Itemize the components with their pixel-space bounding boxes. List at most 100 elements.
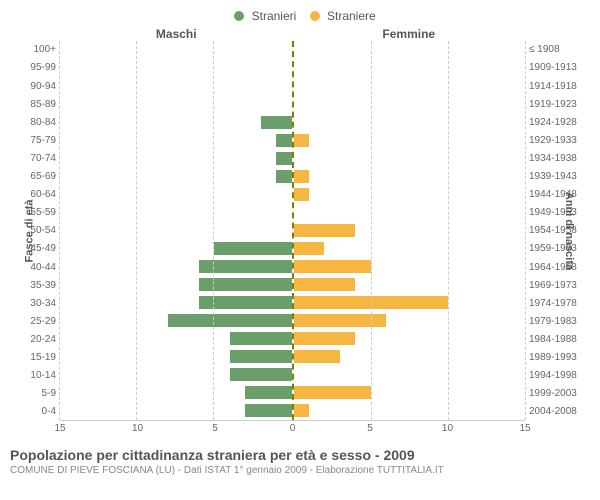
year-label: 1909-1913: [529, 59, 590, 77]
male-bar: [276, 170, 291, 183]
bar-row: [294, 384, 526, 402]
bar-row: [294, 293, 526, 311]
legend: Stranieri Straniere: [10, 8, 590, 23]
column-headers: Maschi Femmine: [10, 27, 590, 41]
male-bar: [276, 134, 291, 147]
age-label: 25-29: [10, 312, 56, 330]
bar-row: [294, 167, 526, 185]
bar-row: [294, 149, 526, 167]
year-label: 1924-1928: [529, 113, 590, 131]
year-label: 1919-1923: [529, 95, 590, 113]
year-label: 1954-1958: [529, 222, 590, 240]
female-bar: [294, 386, 371, 399]
bar-row: [294, 77, 526, 95]
pyramid-chart: Stranieri Straniere Maschi Femmine Fasce…: [0, 0, 600, 500]
bar-row: [60, 221, 292, 239]
female-bar: [294, 224, 356, 237]
female-bar: [294, 188, 309, 201]
y-axis-title-left: Fasce di età: [23, 199, 35, 262]
age-label: 70-74: [10, 149, 56, 167]
bar-row: [294, 203, 526, 221]
header-female: Femmine: [293, 27, 526, 41]
male-bar: [245, 386, 291, 399]
year-label: 1969-1973: [529, 276, 590, 294]
bar-row: [60, 330, 292, 348]
bar-row: [60, 348, 292, 366]
bar-row: [60, 41, 292, 59]
bar-row: [294, 95, 526, 113]
bar-row: [294, 41, 526, 59]
year-label: 1939-1943: [529, 167, 590, 185]
year-label: 1944-1948: [529, 186, 590, 204]
bar-row: [60, 257, 292, 275]
bar-row: [294, 275, 526, 293]
year-label: 1949-1953: [529, 204, 590, 222]
bar-row: [294, 59, 526, 77]
year-label: 1989-1993: [529, 348, 590, 366]
bar-row: [60, 59, 292, 77]
bar-row: [60, 185, 292, 203]
bar-row: [60, 293, 292, 311]
x-tick: 10: [442, 423, 453, 434]
female-bar: [294, 260, 371, 273]
year-label: 1934-1938: [529, 149, 590, 167]
bar-row: [60, 312, 292, 330]
bar-row: [60, 275, 292, 293]
x-ticks-right: 51015: [293, 423, 526, 437]
x-ticks-left: 051015: [60, 423, 293, 437]
male-half: [60, 41, 294, 420]
female-half: [294, 41, 526, 420]
male-bar: [261, 116, 292, 129]
legend-label-male: Stranieri: [252, 9, 297, 23]
bar-row: [294, 257, 526, 275]
year-label: 1979-1983: [529, 312, 590, 330]
age-label: 5-9: [10, 385, 56, 403]
footer: Popolazione per cittadinanza straniera p…: [10, 447, 590, 476]
male-bar: [230, 332, 292, 345]
male-bar: [214, 242, 291, 255]
bar-row: [60, 239, 292, 257]
age-label: 100+: [10, 41, 56, 59]
female-bar: [294, 314, 387, 327]
bar-row: [294, 348, 526, 366]
bar-row: [60, 113, 292, 131]
bar-row: [60, 402, 292, 420]
female-bar: [294, 404, 309, 417]
bar-row: [294, 221, 526, 239]
year-label: 1994-1998: [529, 367, 590, 385]
year-label: 1984-1988: [529, 330, 590, 348]
bar-row: [60, 167, 292, 185]
bar-row: [60, 95, 292, 113]
chart-area: Fasce di età Anni di nascita 100+95-9990…: [10, 41, 590, 421]
age-label: 90-94: [10, 77, 56, 95]
bar-row: [60, 77, 292, 95]
bar-row: [60, 131, 292, 149]
x-tick: 5: [367, 423, 373, 434]
male-bar: [168, 314, 291, 327]
legend-swatch-male: [234, 11, 244, 21]
chart-title: Popolazione per cittadinanza straniera p…: [10, 447, 590, 463]
plot: [60, 41, 525, 421]
bar-row: [60, 384, 292, 402]
female-bar: [294, 242, 325, 255]
age-label: 85-89: [10, 95, 56, 113]
bar-row: [60, 149, 292, 167]
x-axis: 051015 51015: [10, 423, 590, 437]
year-labels: ≤ 19081909-19131914-19181919-19231924-19…: [525, 41, 590, 421]
legend-label-female: Straniere: [327, 9, 376, 23]
age-label: 95-99: [10, 59, 56, 77]
header-male: Maschi: [60, 27, 293, 41]
year-label: 1964-1968: [529, 258, 590, 276]
female-bar: [294, 278, 356, 291]
bar-row: [294, 312, 526, 330]
male-bar: [276, 152, 291, 165]
year-label: 1974-1978: [529, 294, 590, 312]
bar-row: [294, 113, 526, 131]
x-tick: 10: [132, 423, 143, 434]
bar-row: [294, 330, 526, 348]
year-label: ≤ 1908: [529, 41, 590, 59]
male-bar: [245, 404, 291, 417]
female-bar: [294, 134, 309, 147]
x-tick: 5: [212, 423, 218, 434]
bar-row: [294, 131, 526, 149]
